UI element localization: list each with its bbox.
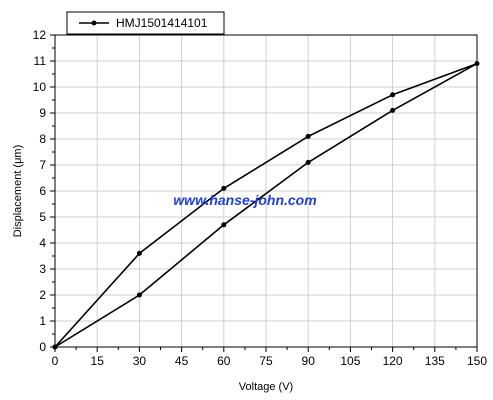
x-tick-label: 135: [425, 354, 445, 368]
legend-marker-swatch: [91, 20, 97, 26]
y-tick-label: 7: [39, 158, 46, 172]
series-layer: [52, 61, 480, 350]
y-axis-title: Displacement (μm): [12, 145, 24, 238]
data-point: [305, 159, 311, 165]
x-tick-label: 90: [302, 354, 316, 368]
y-tick-label: 12: [33, 28, 47, 42]
x-tick-label: 105: [340, 354, 360, 368]
data-point: [136, 292, 142, 298]
y-tick-label: 5: [39, 210, 46, 224]
y-tick-label: 9: [39, 106, 46, 120]
grid: [55, 35, 477, 347]
x-tick-label: 45: [175, 354, 189, 368]
data-point: [390, 107, 396, 113]
x-tick-label: 150: [467, 354, 487, 368]
data-point: [221, 222, 227, 228]
x-tick-label: 60: [217, 354, 231, 368]
x-tick-label: 0: [52, 354, 59, 368]
x-tick-label: 120: [383, 354, 403, 368]
legend: HMJ1501414101: [66, 11, 225, 35]
y-tick-label: 10: [33, 80, 47, 94]
legend-box: [66, 11, 225, 35]
data-point: [221, 185, 227, 191]
data-point: [305, 133, 311, 139]
x-axis-title: Voltage (V): [239, 381, 293, 393]
y-tick-label: 6: [39, 184, 46, 198]
y-tick-label: 0: [39, 340, 46, 354]
data-point: [474, 61, 480, 67]
y-tick-label: 2: [39, 288, 46, 302]
data-point: [136, 250, 142, 256]
y-tick-label: 8: [39, 132, 46, 146]
x-tick-label: 75: [259, 354, 273, 368]
y-tick-label: 11: [34, 54, 47, 68]
y-tick-label: 3: [39, 262, 46, 276]
data-point: [390, 92, 396, 98]
x-tick-label: 15: [91, 354, 105, 368]
watermark-annotation: www.hanse-john.com: [173, 192, 316, 208]
y-tick-label: 4: [39, 236, 46, 250]
data-point: [52, 344, 58, 350]
legend-entry-label: HMJ1501414101: [116, 16, 208, 30]
y-tick-label: 1: [39, 314, 46, 328]
x-axis-ticks: 0 15 30 45 60 75 90 105 120 135 150: [52, 347, 487, 368]
x-tick-label: 30: [133, 354, 147, 368]
